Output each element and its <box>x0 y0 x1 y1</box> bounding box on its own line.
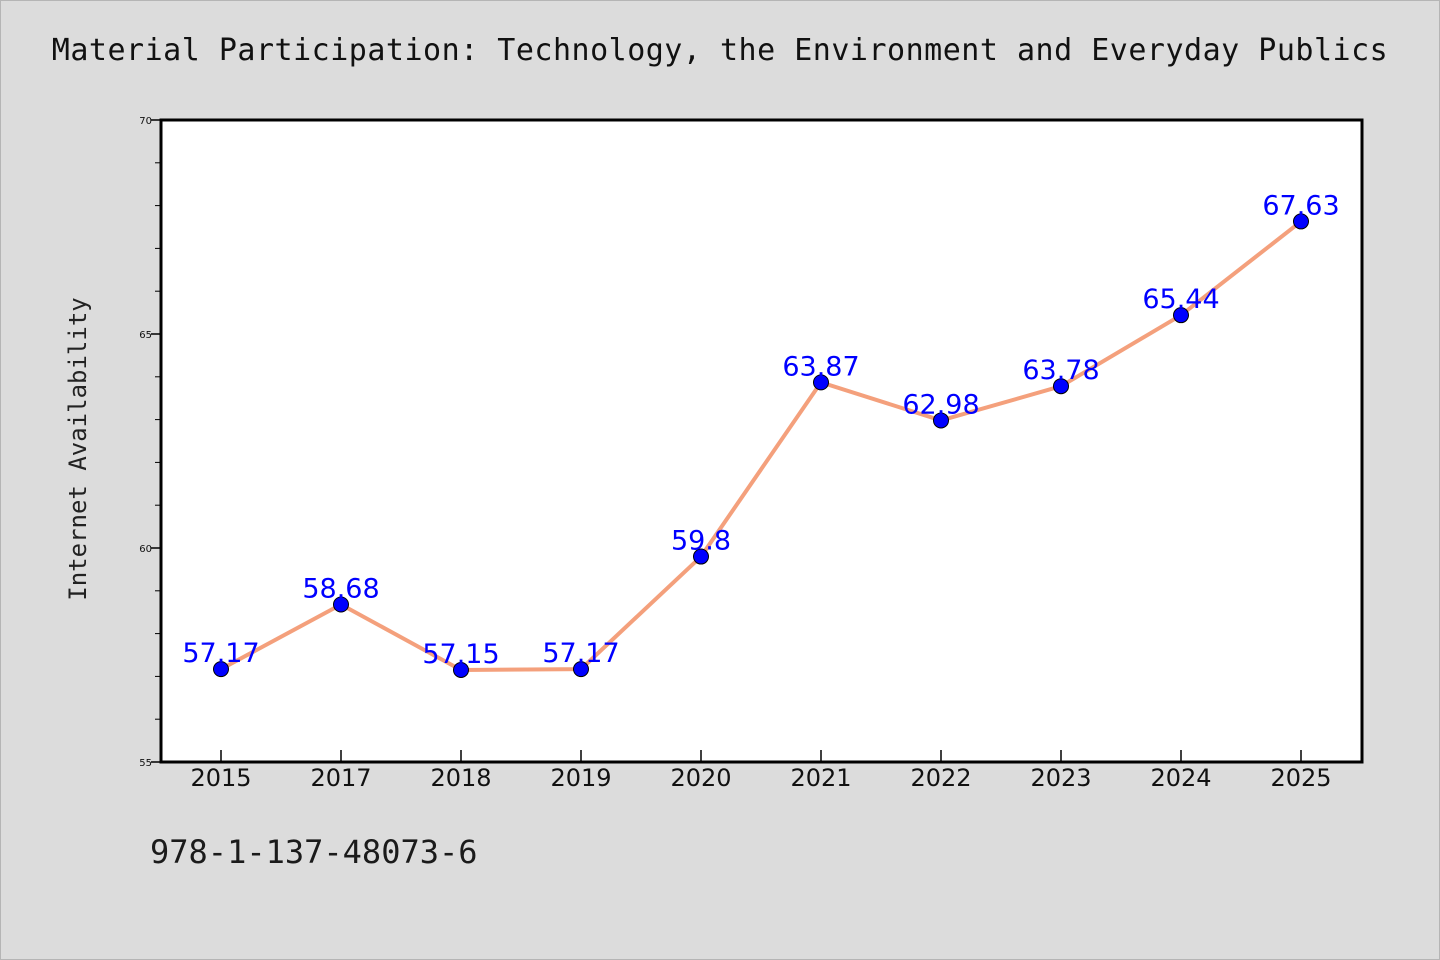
x-tick-label: 2023 <box>1030 764 1091 792</box>
y-tick-label: 60 <box>139 544 152 555</box>
data-point-label: 62.98 <box>902 389 979 420</box>
data-point-label: 63.87 <box>782 351 859 382</box>
x-tick-label: 2024 <box>1150 764 1211 792</box>
plot-area <box>161 120 1362 762</box>
data-labels: 57.17 58.68 57.15 57.17 59.8 63.87 62.98 63.78 6… <box>182 190 1339 670</box>
y-tick-label: 65 <box>139 330 152 341</box>
data-point-label: 58.68 <box>302 573 379 604</box>
y-axis-title: Internet Availability <box>64 297 92 600</box>
data-point-label: 57.17 <box>182 638 259 669</box>
data-point-marker <box>1173 307 1189 324</box>
series-markers <box>213 213 1309 678</box>
data-point-marker <box>1053 378 1069 395</box>
x-tick-label: 2018 <box>430 764 491 792</box>
data-point-marker <box>693 548 709 565</box>
y-tick-label: 55 <box>139 758 152 769</box>
x-tick-label: 2021 <box>790 764 851 792</box>
data-point-marker <box>333 596 349 613</box>
data-point-marker <box>933 412 949 429</box>
series-line <box>219 219 1303 672</box>
x-tick-label: 2015 <box>190 764 251 792</box>
data-point-label: 59.8 <box>671 526 731 557</box>
data-point-marker <box>573 661 589 678</box>
data-point-label: 65.44 <box>1142 284 1219 315</box>
data-point-label: 67.63 <box>1262 190 1339 221</box>
y-tick-label: 70 <box>139 116 152 127</box>
data-point-marker <box>213 661 229 678</box>
data-point-label: 57.17 <box>542 638 619 669</box>
x-tick-label: 2019 <box>550 764 611 792</box>
plot-border <box>159 118 1364 764</box>
x-axis: 2015 2017 2018 2019 2020 2021 2022 2023 2024 2025 <box>190 750 1332 792</box>
x-tick-label: 2022 <box>910 764 971 792</box>
y-axis: 55 60 65 70 <box>139 116 161 769</box>
data-point-label: 63.78 <box>1022 355 1099 386</box>
data-point-marker <box>813 374 829 391</box>
data-point-marker <box>453 661 469 678</box>
data-point-label: 57.15 <box>422 639 499 670</box>
x-tick-label: 2020 <box>670 764 731 792</box>
x-tick-label: 2017 <box>310 764 371 792</box>
chart-title: Material Participation: Technology, the … <box>51 33 1389 68</box>
x-tick-label: 2025 <box>1270 764 1331 792</box>
data-point-marker <box>1293 213 1309 230</box>
footer-code: 978-1-137-48073-6 <box>150 833 478 871</box>
